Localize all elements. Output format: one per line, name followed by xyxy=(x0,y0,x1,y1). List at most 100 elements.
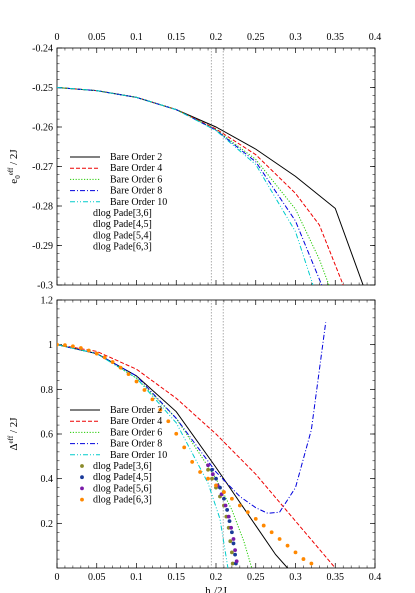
data-point xyxy=(206,467,210,472)
x-tick-label: 0.35 xyxy=(327,572,345,583)
data-point xyxy=(94,351,99,356)
data-point xyxy=(214,483,218,488)
legend-swatch xyxy=(80,464,84,468)
series-line xyxy=(57,87,344,285)
data-point xyxy=(261,523,266,528)
data-point xyxy=(237,503,242,508)
data-point xyxy=(231,541,236,546)
data-point xyxy=(158,407,163,412)
legend-entry: dlog Pade[5,4] xyxy=(93,230,152,241)
data-point xyxy=(63,343,67,348)
data-point xyxy=(210,476,214,481)
legend-entry: Bare Order 2 xyxy=(110,405,162,416)
legend-entry: dlog Pade[4,5] xyxy=(93,219,152,230)
series-line xyxy=(57,344,288,568)
y-tick-label: 0.6 xyxy=(41,430,54,441)
x-tick-label: 0.2 xyxy=(210,572,223,583)
data-point xyxy=(230,530,234,535)
data-point xyxy=(206,463,210,468)
data-point xyxy=(57,342,59,347)
x-tick-label: 0.2 xyxy=(210,32,223,43)
series-line xyxy=(57,87,314,285)
x-tick-label: 0.1 xyxy=(130,572,143,583)
x-tick-label: 0.25 xyxy=(247,32,265,43)
x-tick-label: 0 xyxy=(55,572,60,583)
x-axis-title: hx/2J xyxy=(205,585,228,593)
legend-entry: Bare Order 10 xyxy=(110,197,167,208)
data-point xyxy=(174,431,179,436)
y-tick-label: -0.29 xyxy=(32,241,53,252)
y-tick-label: -0.27 xyxy=(32,162,53,173)
data-point xyxy=(230,550,234,555)
data-point xyxy=(245,510,250,515)
data-point xyxy=(231,537,236,541)
data-point xyxy=(226,514,231,519)
x-tick-label: 0.3 xyxy=(289,572,302,583)
x-tick-label: 0.15 xyxy=(168,32,186,43)
legend-entry: dlog Pade[6,3] xyxy=(93,242,152,253)
y-tick-label: -0.26 xyxy=(32,123,53,134)
data-point xyxy=(230,561,235,566)
x-tick-label: 0.3 xyxy=(289,32,302,43)
y-tick-label: 1.2 xyxy=(41,296,54,307)
legend-entry: Bare Order 8 xyxy=(110,439,162,450)
legend-entry: dlog Pade[3,6] xyxy=(93,461,152,472)
y-axis-title: Δeff / 2J xyxy=(7,417,20,451)
legend-swatch xyxy=(80,497,84,502)
data-point xyxy=(118,365,123,370)
plot-area xyxy=(57,87,364,285)
data-point xyxy=(86,348,91,353)
data-point xyxy=(269,530,274,535)
y-tick-label: -0.24 xyxy=(32,44,53,55)
data-point xyxy=(78,346,83,350)
legend-entry: Bare Order 4 xyxy=(110,416,162,427)
data-point xyxy=(222,496,226,501)
data-point xyxy=(222,490,226,494)
x-tick-label: 0.05 xyxy=(88,572,106,583)
panel-top: 0 0.05 0.1 0.15 0.2 0.25 0.3 0.35 0.4 -0.3 -0.29 -0… xyxy=(7,32,381,292)
x-tick-label: 0.05 xyxy=(88,32,106,43)
data-point xyxy=(233,552,237,557)
data-point xyxy=(198,470,203,474)
x-tick-label: 0 xyxy=(55,32,60,43)
y-tick-label: 0.8 xyxy=(41,385,54,396)
y-tick-label: 1 xyxy=(48,340,53,351)
legend-entry: dlog Pade[3,6] xyxy=(93,208,152,219)
legend-entry: Bare Order 8 xyxy=(110,186,162,197)
x-tick-label: 0.25 xyxy=(247,572,265,583)
data-point xyxy=(214,476,218,481)
legend-swatch xyxy=(80,486,84,491)
series-line xyxy=(57,344,336,568)
data-point xyxy=(225,508,230,512)
data-point xyxy=(228,539,233,544)
data-point xyxy=(134,379,139,384)
data-point xyxy=(190,460,195,464)
y-tick-label: -0.3 xyxy=(37,281,53,292)
panel-bottom: 0 0.05 0.1 0.15 0.2 0.25 0.3 0.35 0.4 0.2 0.4 0.6 0.… xyxy=(7,296,381,593)
data-point xyxy=(233,548,237,553)
x-tick-label: 0.15 xyxy=(168,572,186,583)
legend-entry: Bare Order 10 xyxy=(110,450,167,461)
data-point xyxy=(301,557,306,561)
legend-entry: dlog Pade[4,5] xyxy=(93,472,152,483)
data-point xyxy=(230,496,234,501)
data-point xyxy=(150,397,155,402)
data-point xyxy=(223,503,228,508)
legend-entry: Bare Order 4 xyxy=(110,163,162,174)
legend-swatch xyxy=(80,475,84,480)
legend-entry: dlog Pade[6,3] xyxy=(93,495,152,506)
y-tick-label: 0.2 xyxy=(41,519,54,530)
data-point xyxy=(182,445,187,450)
y-tick-label: -0.28 xyxy=(32,202,53,213)
data-point xyxy=(229,525,234,530)
x-tick-label: 0.35 xyxy=(327,32,345,43)
data-point xyxy=(293,550,298,555)
y-axis-title: e0eff / 2J xyxy=(7,149,22,184)
y-tick-label: 0.4 xyxy=(41,474,54,485)
data-point xyxy=(71,344,75,349)
plot-area xyxy=(57,322,336,568)
x-tick-label: 0.1 xyxy=(130,32,143,43)
data-point xyxy=(210,467,214,472)
data-point xyxy=(110,360,115,364)
